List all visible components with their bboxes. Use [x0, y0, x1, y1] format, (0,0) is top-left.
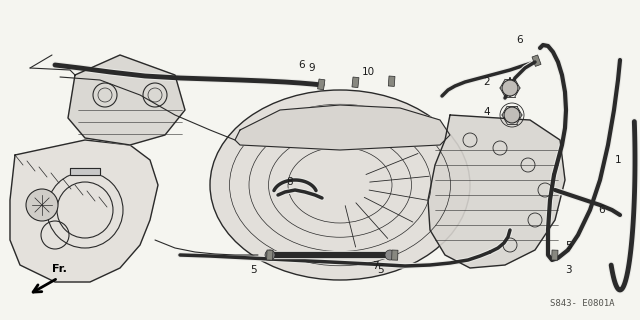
Bar [388, 76, 395, 86]
Ellipse shape [210, 90, 470, 280]
Bar [267, 250, 273, 260]
Circle shape [385, 250, 395, 260]
Polygon shape [70, 168, 100, 175]
Bar [392, 250, 398, 260]
Polygon shape [68, 55, 185, 145]
Text: 6: 6 [516, 35, 524, 45]
Text: 2: 2 [484, 77, 490, 87]
Circle shape [265, 250, 275, 260]
Text: 10: 10 [362, 67, 374, 77]
Circle shape [504, 107, 520, 123]
Text: 7: 7 [372, 261, 378, 271]
Text: 5: 5 [564, 241, 572, 251]
Text: 9: 9 [308, 63, 316, 73]
Bar [552, 250, 558, 260]
Polygon shape [10, 140, 158, 282]
Circle shape [502, 80, 518, 96]
Text: 6: 6 [299, 60, 305, 70]
Bar [317, 79, 325, 90]
Circle shape [26, 189, 58, 221]
Polygon shape [428, 115, 565, 268]
Text: Fr.: Fr. [52, 264, 67, 274]
Text: 1: 1 [614, 155, 621, 165]
Text: 5: 5 [377, 265, 383, 275]
Text: 3: 3 [564, 265, 572, 275]
Bar [352, 77, 359, 88]
Text: 6: 6 [598, 205, 605, 215]
Text: 4: 4 [484, 107, 490, 117]
Text: 5: 5 [250, 265, 256, 275]
Polygon shape [235, 105, 450, 150]
Text: 8: 8 [287, 177, 293, 187]
Bar [532, 55, 541, 66]
Text: S843- E0801A: S843- E0801A [550, 299, 615, 308]
